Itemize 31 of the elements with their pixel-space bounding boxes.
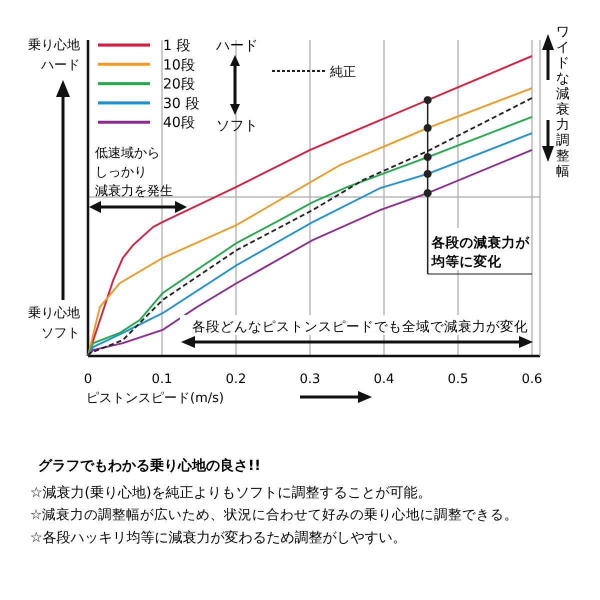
x-axis-title: ピストンスピード(m/s) xyxy=(86,391,224,406)
text: ソフト xyxy=(41,326,80,341)
x-tick-label: 0.3 xyxy=(300,372,320,387)
legend-label: 10段 xyxy=(163,57,195,74)
text: ハード xyxy=(40,58,80,73)
x-tick-label: 0.1 xyxy=(152,372,172,387)
text: ワイドな減衰力調整幅 xyxy=(556,24,570,180)
text: 乗り心地 xyxy=(28,37,80,53)
x-tick-label: 0.4 xyxy=(374,372,394,387)
annotation: 各段どんなピストンスピードでも全域で減衰力が変化 xyxy=(192,319,528,335)
text: ☆減衰力(乗り心地)を純正よりもソフトに調整することが可能。 xyxy=(30,485,432,501)
legend-label: 1 段 xyxy=(163,38,190,54)
x-tick-label: 0.5 xyxy=(448,372,468,387)
annotation: 各段の減衰力が xyxy=(430,234,531,251)
text: ☆各段ハッキリ均等に減衰力が変わるため調整がしやすい。 xyxy=(30,530,407,546)
annotation: 減衰力を発生 xyxy=(95,183,173,199)
legend-label: 30 段 xyxy=(163,96,200,112)
text: グラフでもわかる乗り心地の良さ!! xyxy=(38,457,261,474)
x-tick-label: 0.2 xyxy=(226,372,246,387)
legend-label: 20段 xyxy=(163,76,195,93)
text: ハード xyxy=(215,38,258,54)
x-tick-label: 0 xyxy=(84,372,92,387)
annotation: 低速域から xyxy=(95,146,160,161)
legend-label: 純正 xyxy=(330,65,356,80)
text: 乗り心地 xyxy=(28,305,80,321)
annotation: しっかり xyxy=(95,165,147,180)
annotation: 均等に変化 xyxy=(430,253,503,270)
x-tick-label: 0.6 xyxy=(522,372,542,387)
legend-label: 40段 xyxy=(163,115,195,132)
text: ☆減衰力の調整幅が広いため、状況に合わせて好みの乗り心地に調整できる。 xyxy=(30,507,518,523)
annotation: ソフト xyxy=(216,118,258,134)
